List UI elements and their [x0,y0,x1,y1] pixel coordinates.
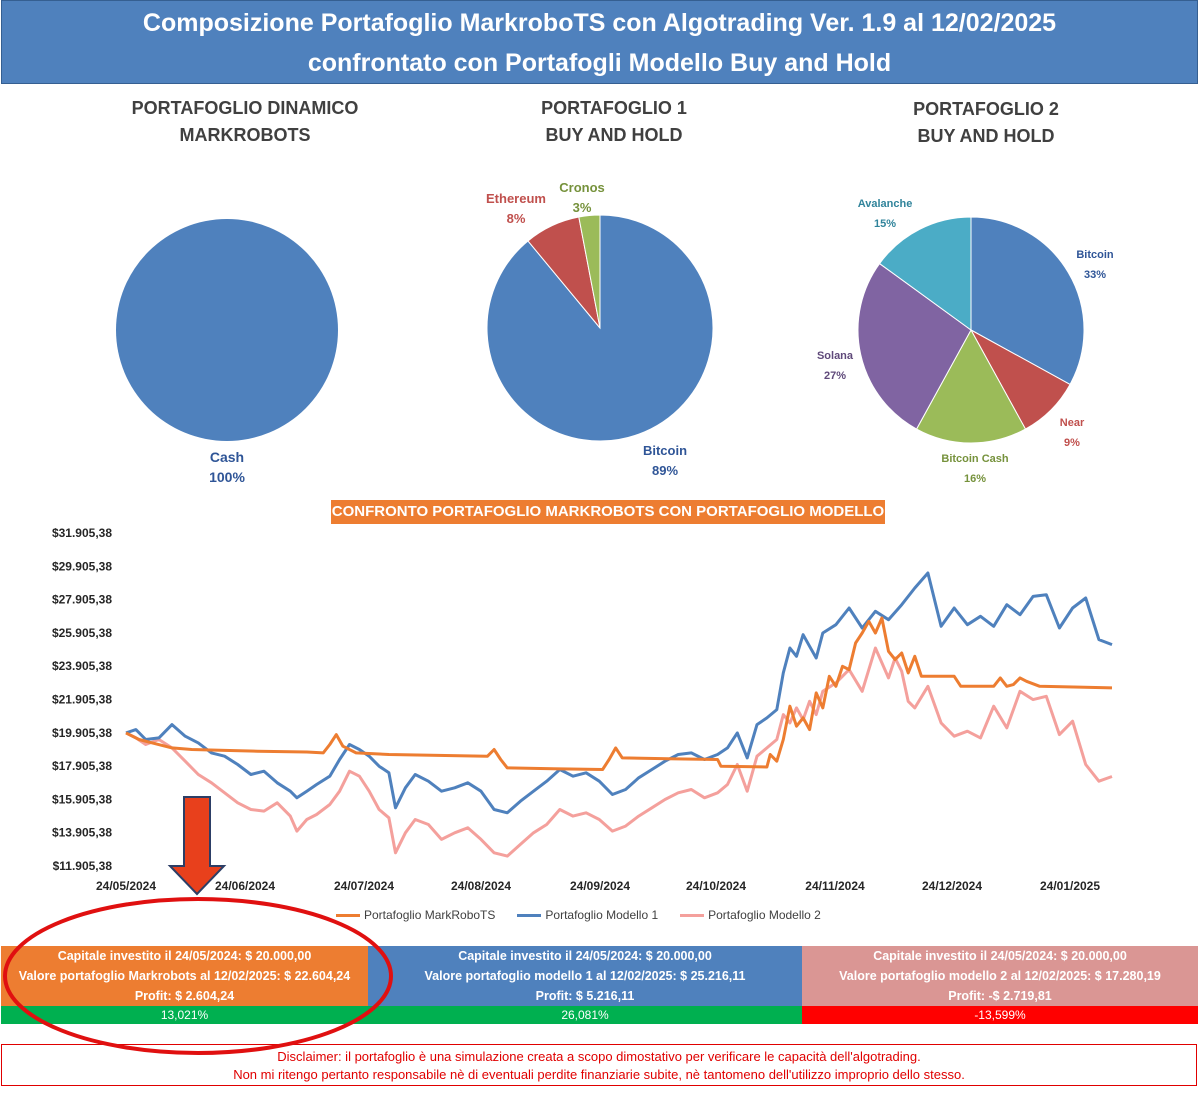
pie-dynamic-title-line1: PORTAFOGLIO DINAMICO [131,98,359,118]
pct-model1: 26,081% [368,1006,802,1024]
summary-model2-capital: Capitale investito il 24/05/2024: $ 20.0… [873,949,1127,963]
pie-charts: Cash 100% Bitcoin 89% Ethereum 8% Cronos 3% Bi… [116,180,1114,485]
pie-p1-pct-ethereum: 8% [507,211,526,226]
pie-p1-label-cronos: Cronos [559,180,605,195]
pie-p1-slice-cronos [578,214,601,329]
summary-model1-capital: Capitale investito il 24/05/2024: $ 20.0… [458,949,712,963]
summary-model1-profit: Profit: $ 5.216,11 [535,989,635,1003]
disclaimer-box: Disclaimer: il portafoglio è una simulaz… [1,1044,1197,1086]
pie-dynamic-label-cash: Cash [210,449,244,465]
pie-p1-pct-cronos: 3% [573,200,592,215]
series-line-markrobots [125,616,1113,771]
x-tick-label: 24/01/2025 [1040,879,1100,893]
header-title-line2: confrontato con Portafogli Modello Buy a… [307,49,892,77]
x-axis: 24/05/2024 24/06/2024 24/07/2024 24/08/2024… [96,879,1100,893]
pie-dynamic-slice-cash [116,219,338,441]
summary-markrobots-profit: Profit: $ 2.604,24 [134,989,235,1003]
pie-p2-pct-bitcoin-cash: 16% [964,473,986,485]
x-tick-label: 24/07/2024 [334,879,394,893]
legend-label-model1: Portafoglio Modello 1 [545,908,659,922]
pie-p2-label-solana: Solana [817,350,854,362]
legend-item-model1: Portafoglio Modello 1 [517,908,658,922]
pie-p2-pct-avalanche: 15% [874,218,896,230]
pie-p1-pct-bitcoin: 89% [652,463,678,478]
x-tick-label: 24/12/2024 [922,879,982,893]
pct-markrobots: 13,021% [1,1006,368,1024]
x-tick-label: 24/06/2024 [215,879,275,893]
disclaimer-line1: Disclaimer: il portafoglio è una simulaz… [277,1049,921,1064]
summary-model1: Capitale investito il 24/05/2024: $ 20.0… [368,946,802,1006]
pie-p2-slice-bitcoin-cash [915,328,1027,444]
x-tick-label: 24/09/2024 [570,879,630,893]
pie-p2-label-bitcoin-cash: Bitcoin Cash [941,453,1009,465]
pie-p2-title: PORTAFOGLIO 2 BUY AND HOLD [836,96,1136,150]
legend-label-model2: Portafoglio Modello 2 [708,908,821,922]
y-tick-label: $23.905,38 [52,659,112,673]
pie-dynamic-pct-cash: 100% [209,469,245,485]
chart-legend: Portafoglio MarkRoboTS Portafoglio Model… [336,905,821,925]
series-line-model2 [125,646,1113,858]
x-tick-label: 24/08/2024 [451,879,511,893]
legend-swatch-markrobots [336,913,360,917]
pie-p2-title-line1: PORTAFOGLIO 2 [913,99,1059,119]
pie-p1: Bitcoin 89% Ethereum 8% Cronos 3% [486,180,714,478]
legend-label-markrobots: Portafoglio MarkRoboTS [364,908,496,922]
legend-swatch-model1 [517,913,542,917]
header-title-line1: Composizione Portafoglio MarkroboTS con … [142,9,1057,37]
legend-item-markrobots: Portafoglio MarkRoboTS [336,908,495,922]
pie-p2-label-near: Near [1060,417,1085,429]
pie-dynamic: Cash 100% [116,219,338,485]
y-axis: $11.905,38 $13.905,38 $15.905,38 $17.905,38… [52,526,112,873]
y-tick-label: $27.905,38 [52,593,112,607]
pie-p2-pct-bitcoin: 33% [1084,269,1106,281]
summary-model2-value: Valore portafoglio modello 2 al 12/02/20… [839,969,1161,983]
y-tick-label: $11.905,38 [53,859,113,873]
pie-p2-pct-solana: 27% [824,370,846,382]
series-lines [125,571,1113,858]
series-line-model1 [125,571,1113,815]
pie-p2-label-bitcoin: Bitcoin [1076,249,1114,261]
pie-p1-label-bitcoin: Bitcoin [643,443,687,458]
y-tick-label: $21.905,38 [52,693,112,707]
pie-p1-title: PORTAFOGLIO 1 BUY AND HOLD [464,95,764,149]
y-tick-label: $25.905,38 [52,626,112,640]
comparison-line-chart: $11.905,38 $13.905,38 $15.905,38 $17.905,38… [52,526,1113,893]
x-tick-label: 24/10/2024 [686,879,746,893]
x-tick-label: 24/11/2024 [805,879,865,893]
pie-p1-label-ethereum: Ethereum [486,191,546,206]
summary-markrobots: Capitale investito il 24/05/2024: $ 20.0… [1,946,368,1006]
summary-markrobots-capital: Capitale investito il 24/05/2024: $ 20.0… [57,949,312,963]
y-tick-label: $13.905,38 [52,826,112,840]
pie-p2-pct-near: 9% [1064,437,1080,449]
pie-p1-title-line1: PORTAFOGLIO 1 [541,98,687,118]
pie-p1-title-line2: BUY AND HOLD [545,125,683,145]
pct-model2: -13,599% [802,1006,1198,1024]
pie-p2-label-avalanche: Avalanche [858,198,913,210]
y-tick-label: $31.905,38 [52,526,112,540]
pie-p2: Bitcoin 33% Near 9% Bitcoin Cash 16% Solana 27%… [817,198,1114,485]
disclaimer-line2: Non mi ritengo pertanto responsabile nè … [233,1067,965,1082]
y-tick-label: $19.905,38 [52,726,112,740]
report-header: Composizione Portafoglio MarkroboTS con … [1,0,1198,84]
pie-p2-title-line2: BUY AND HOLD [917,126,1055,146]
y-tick-label: $15.905,38 [52,792,112,806]
comparison-chart-title: CONFRONTO PORTAFOGLIO MARKROBOTS CON POR… [331,500,885,524]
summary-model2: Capitale investito il 24/05/2024: $ 20.0… [802,946,1198,1006]
summary-model2-profit: Profit: -$ 2.719,81 [948,989,1052,1003]
pie-dynamic-title: PORTAFOGLIO DINAMICO MARKROBOTS [95,95,395,149]
pie-p2-slice-solana [857,262,972,430]
legend-item-model2: Portafoglio Modello 2 [680,908,821,922]
summary-model1-value: Valore portafoglio modello 1 al 12/02/20… [424,969,746,983]
y-tick-label: $29.905,38 [52,559,112,573]
summary-markrobots-value: Valore portafoglio Markrobots al 12/02/2… [18,969,351,983]
pie-p2-slice-avalanche [878,216,972,331]
pie-p2-slice-bitcoin [970,216,1085,386]
y-tick-label: $17.905,38 [52,759,112,773]
legend-swatch-model2 [680,913,705,917]
x-tick-label: 24/05/2024 [96,879,156,893]
pie-dynamic-title-line2: MARKROBOTS [179,125,311,145]
